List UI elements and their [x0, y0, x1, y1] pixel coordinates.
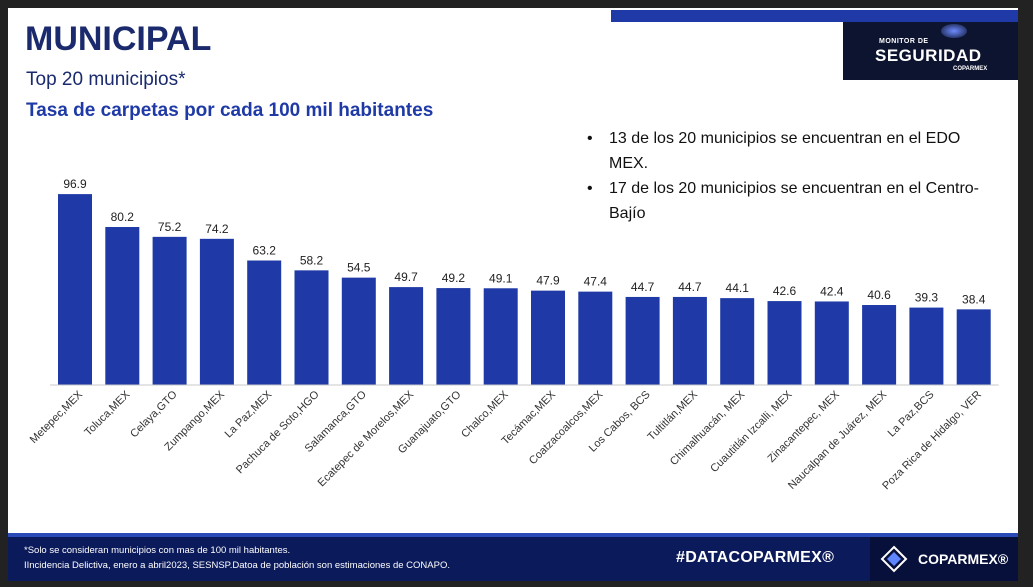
coparmex-logo: COPARMEX® [870, 537, 1018, 581]
data-label: 54.5 [347, 261, 371, 275]
data-label: 40.6 [867, 288, 891, 302]
bar-10 [483, 288, 518, 385]
bullet-text: 13 de los 20 municipios se encuentran en… [609, 130, 961, 172]
coparmex-mark-icon [880, 545, 908, 573]
footer: *Solo se consideran municipios con mas d… [8, 533, 1018, 581]
chart-title: Tasa de carpetas por cada 100 mil habita… [26, 100, 434, 121]
data-label: 80.2 [111, 210, 135, 224]
page-title: MUNICIPAL [25, 20, 212, 58]
page-subtitle: Top 20 municipios* [26, 69, 186, 90]
data-label: 74.2 [205, 222, 229, 236]
logo-glow-icon [941, 24, 967, 38]
bar-6 [294, 270, 329, 385]
bar-9 [436, 288, 471, 385]
bar-2 [105, 227, 140, 385]
bullet-dot: • [587, 180, 593, 197]
bar-16 [767, 301, 802, 385]
bar-17 [814, 301, 849, 385]
data-label: 44.1 [726, 281, 750, 295]
data-label: 38.4 [962, 292, 986, 306]
bar-3 [152, 236, 187, 385]
bar-12 [578, 291, 613, 385]
bar-11 [531, 290, 565, 385]
logo-line3: COPARMEX [953, 66, 988, 72]
datacoparmex-logo: #DATACOPARMEX® [676, 549, 835, 566]
bullet-item: • 17 de los 20 municipios se encuentran … [583, 176, 1003, 226]
data-label: 42.6 [773, 284, 797, 298]
bar-20 [956, 309, 991, 385]
slide: MONITOR DE SEGURIDAD COPARMEX MUNICIPAL … [8, 8, 1018, 581]
bullet-text: 17 de los 20 municipios se encuentran en… [609, 180, 979, 222]
category-label: Ecatepec de Morelos,MEX [316, 388, 417, 489]
bar-5 [247, 260, 282, 385]
category-label: La Paz,MEX [223, 388, 275, 440]
category-label: La Paz,BCS [886, 389, 937, 440]
category-label: Chalco,MEX [459, 388, 511, 440]
bullet-dot: • [587, 130, 593, 147]
category-label: Metepec,MEX [28, 388, 86, 446]
top-accent-bar [611, 10, 1018, 22]
bar-15 [720, 298, 755, 385]
data-label: 49.7 [394, 270, 418, 284]
bar-7 [341, 277, 376, 385]
data-label: 47.4 [584, 275, 608, 289]
bar-8 [389, 287, 424, 385]
bar-1 [58, 194, 92, 385]
bar-19 [909, 307, 944, 385]
data-label: 49.2 [442, 271, 466, 285]
data-label: 49.1 [489, 271, 513, 285]
data-label: 42.4 [820, 284, 844, 298]
data-label: 44.7 [678, 280, 702, 294]
data-label: 96.9 [63, 177, 87, 191]
footer-note-1: *Solo se consideran municipios con mas d… [24, 545, 291, 556]
coparmex-text: COPARMEX® [918, 551, 1009, 567]
category-label: Pachuca de Soto,HGO [234, 388, 322, 476]
footer-stripe [8, 533, 1018, 537]
footer-note-2: IIncidencia Delictiva, enero a abril2023… [24, 560, 450, 571]
bullet-item: • 13 de los 20 municipios se encuentran … [583, 126, 1003, 176]
data-label: 44.7 [631, 280, 655, 294]
monitor-seguridad-logo: MONITOR DE SEGURIDAD COPARMEX [843, 22, 1018, 80]
category-label: Cuautitlán Izcalli, MEX [708, 388, 795, 475]
category-label: Toluca,MEX [82, 388, 132, 438]
category-label: Poza Rica de Hidalgo, VER [880, 389, 984, 493]
category-label: Naucalpan de Juárez, MEX [786, 388, 890, 492]
logo-line1: MONITOR DE [879, 38, 929, 45]
data-label: 58.2 [300, 253, 324, 267]
data-label: 63.2 [253, 243, 277, 257]
data-label: 47.9 [536, 274, 560, 288]
category-label: Celaya,GTO [128, 388, 180, 440]
bar-chart: 96.9 Metepec,MEX 80.2 Toluca,MEX 75.2 Celaya,… [28, 177, 999, 493]
bar-18 [862, 305, 897, 385]
bar-13 [625, 296, 660, 385]
bullet-list: • 13 de los 20 municipios se encuentran … [583, 126, 1003, 226]
bar-4 [199, 238, 234, 385]
data-label: 39.3 [915, 291, 939, 305]
bar-14 [672, 296, 707, 385]
logo-line2: SEGURIDAD [875, 46, 982, 65]
data-label: 75.2 [158, 220, 182, 234]
